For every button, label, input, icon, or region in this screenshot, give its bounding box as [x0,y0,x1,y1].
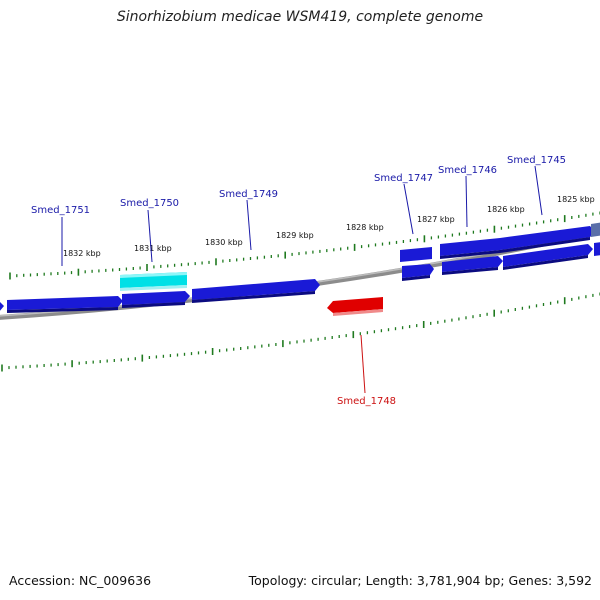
label-smed-1745[interactable]: Smed_1745 [507,155,566,166]
scale-labels: 1832 kbp 1831 kbp 1830 kbp 1829 kbp 1828… [63,195,595,258]
scale-label-1832: 1832 kbp [63,249,101,258]
gene-smed-1748[interactable] [327,297,383,316]
gene-smed-1750-lower[interactable] [122,291,190,308]
scale-label-1831: 1831 kbp [134,244,172,253]
scale-label-1827: 1827 kbp [417,215,455,224]
scale-label-1830: 1830 kbp [205,238,243,247]
gene-left-edge[interactable] [0,301,4,312]
scale-ticks-upper [9,211,600,280]
gene-smed-1746[interactable] [440,238,503,275]
gene-smed-1747[interactable] [400,247,434,281]
scale-label-1829: 1829 kbp [276,231,314,240]
label-smed-1747[interactable]: Smed_1747 [374,173,433,184]
gene-smed-1745[interactable] [500,226,594,270]
gene-smed-1750[interactable] [120,272,187,291]
map-title: Sinorhizobium medicae WSM419, complete g… [116,9,484,25]
label-smed-1751[interactable]: Smed_1751 [31,205,90,216]
accession-text: Accession: NC_009636 [9,573,152,588]
scale-label-1825: 1825 kbp [557,195,595,204]
gene-smed-1751[interactable] [7,296,123,313]
scale-label-1828: 1828 kbp [346,223,384,232]
label-smed-1748[interactable]: Smed_1748 [337,396,396,407]
label-callouts [61,165,543,394]
gene-labels: Smed_1751 Smed_1750 Smed_1749 Smed_1747 … [31,155,566,407]
gene-right-edge[interactable] [591,221,600,256]
label-smed-1746[interactable]: Smed_1746 [438,165,497,176]
scale-label-1826: 1826 kbp [487,205,525,214]
gene-smed-1749[interactable] [192,279,320,303]
label-smed-1750[interactable]: Smed_1750 [120,198,179,209]
genome-stats-text: Topology: circular; Length: 3,781,904 bp… [248,573,592,588]
label-smed-1749[interactable]: Smed_1749 [219,189,278,200]
scale-ticks-lower [1,292,600,372]
